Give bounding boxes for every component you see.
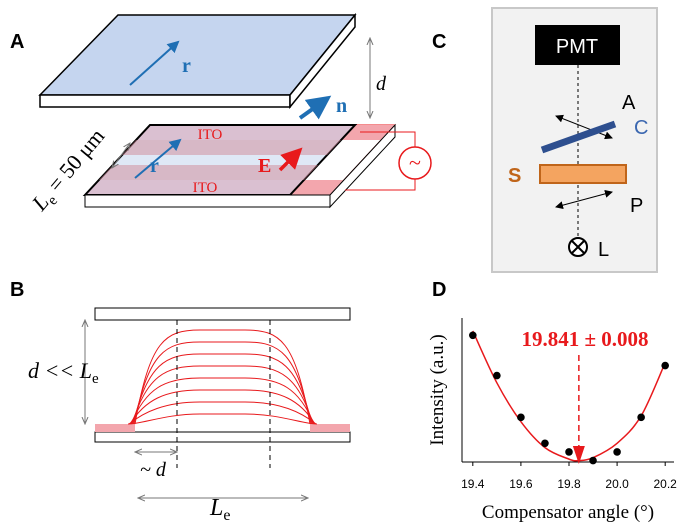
ito-overlap: [122, 140, 341, 155]
compensator-label: C: [634, 117, 648, 139]
le-label: Le: [209, 495, 230, 524]
e-label: E: [258, 155, 271, 177]
field-lines: [128, 330, 317, 424]
field-line: [131, 378, 314, 424]
annotation: 19.841 ± 0.008: [521, 327, 648, 351]
bottom-plate: [95, 432, 350, 442]
sample: [540, 165, 626, 183]
n-label: n: [336, 95, 347, 117]
data-point: [469, 331, 477, 339]
panel-label: D: [432, 279, 446, 301]
x-axis-title: Compensator angle (°): [482, 502, 654, 523]
d-label: d: [376, 73, 387, 95]
top-plate-edge: [40, 95, 290, 107]
x-tick-label: 19.4: [461, 477, 485, 491]
field-line: [135, 330, 310, 424]
ac-symbol: ~: [409, 150, 421, 175]
panel-a: A r d n ITO ITO r E ~ Le = 50 μm: [10, 15, 431, 219]
field-line: [129, 402, 316, 424]
electrode: [95, 424, 135, 432]
panel-label: C: [432, 31, 446, 53]
panel-label: A: [10, 31, 24, 53]
data-point: [637, 414, 645, 422]
sample-label: S: [508, 165, 521, 187]
x-tick-label: 19.6: [509, 477, 533, 491]
tilde-d-label: ~ d: [140, 459, 167, 481]
top-plate: [95, 308, 350, 320]
ito-label: ITO: [198, 127, 223, 143]
data-point: [541, 439, 549, 447]
field-line: [132, 366, 313, 424]
x-tick-label: 20.2: [654, 477, 678, 491]
data-point: [661, 362, 669, 370]
pmt-label: PMT: [556, 36, 598, 58]
data-point: [493, 372, 501, 380]
r-label: r: [182, 55, 191, 77]
ito-label: ITO: [193, 180, 218, 196]
panel-c: C PMT A C S P L: [432, 8, 657, 272]
electrode: [310, 424, 350, 432]
data-point: [565, 448, 573, 456]
data-point: [613, 448, 621, 456]
figure: A r d n ITO ITO r E ~ Le = 50 μm B: [0, 0, 684, 524]
panel-label: B: [10, 279, 24, 301]
panel-b: B d << Le ~ d Le: [10, 279, 350, 524]
bottom-plate-edge: [85, 195, 330, 207]
x-tick-label: 19.8: [557, 477, 581, 491]
y-axis-title: Intensity (a.u.): [427, 334, 448, 445]
r-label: r: [150, 155, 159, 177]
polarizer-label: P: [630, 195, 643, 217]
x-tick-label: 20.0: [605, 477, 629, 491]
d-label: d << Le: [28, 358, 99, 387]
field-line: [128, 414, 317, 424]
data-point: [589, 457, 597, 465]
analyzer-label: A: [622, 92, 636, 114]
data-point: [517, 414, 525, 422]
laser-label: L: [598, 239, 609, 261]
director-arrow: [300, 98, 328, 118]
